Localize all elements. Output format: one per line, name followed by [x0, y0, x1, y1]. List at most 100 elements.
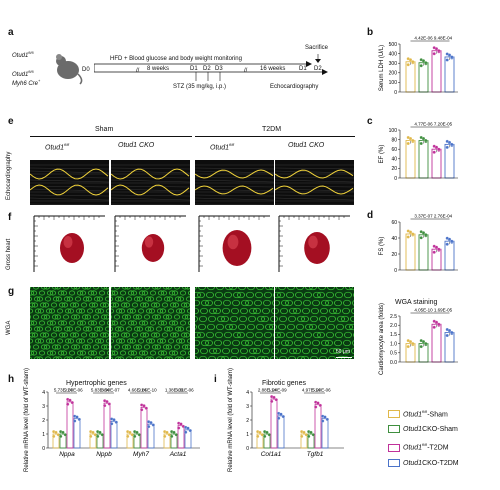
p-value-2: 9.48E-04 — [434, 36, 453, 41]
data-dot — [140, 408, 144, 412]
gene-label-Myh7: Myh7 — [133, 451, 149, 458]
data-dot — [447, 53, 452, 57]
legend-name-1: Otud1 — [403, 411, 423, 419]
data-dot — [151, 423, 155, 427]
data-dot — [274, 398, 278, 402]
p-value-1: 4.42E-06 — [414, 36, 433, 41]
data-dot — [450, 239, 454, 243]
bar-1 — [405, 140, 416, 179]
gross-heart-image-3 — [195, 212, 274, 277]
data-dot — [445, 58, 449, 62]
y-tick-label: 20 — [391, 252, 397, 258]
data-dot — [432, 325, 436, 329]
bar-3 — [431, 323, 442, 363]
y-axis-label: Cardiomyocyte area (folds) — [379, 303, 385, 375]
col-header-2: Otud1 CKO — [118, 142, 155, 149]
chart-h: 0 1 2 3 4 Relative mRNA level (fold of WT-sha… — [24, 368, 200, 472]
echo-image-2 — [111, 160, 190, 205]
data-dot — [137, 433, 141, 437]
h-chart-title: Hypertrophic genes — [66, 380, 127, 387]
data-dot — [165, 430, 169, 434]
data-dot — [424, 233, 428, 237]
data-dot — [100, 433, 104, 437]
data-dot — [437, 147, 441, 151]
scale-bar — [336, 357, 352, 358]
echo-wall-top — [30, 168, 109, 180]
panel-d-label: d — [367, 210, 374, 221]
hfd-label: HFD + Blood glucose and body weight moni… — [110, 56, 242, 62]
p-value-1: 3.37E-07 — [414, 214, 433, 219]
break-mark-2: // — [244, 68, 248, 74]
data-dot — [325, 417, 329, 421]
bar-2 — [418, 234, 429, 271]
bar-Nppb-4 — [110, 420, 118, 449]
y-tick-label: 0.5 — [390, 351, 397, 357]
p-value-Tgfb1-a: 4.97E-14 — [302, 388, 321, 393]
bar-4 — [444, 143, 455, 179]
data-dot — [133, 434, 137, 438]
chart-wga: 0.0 0.5 1.0 1.5 2.0 2.5 Cardiomyocyte area (fo… — [379, 303, 458, 375]
panel-g-label: g — [8, 286, 15, 297]
data-dot — [406, 63, 410, 67]
bar-Col1a1-4 — [277, 415, 285, 449]
data-dot — [177, 426, 181, 430]
gross-heart-svg-4 — [278, 215, 350, 272]
data-dot — [450, 142, 454, 146]
data-dot — [434, 320, 439, 324]
data-dot — [311, 433, 315, 437]
gross-heart-image-1 — [30, 212, 109, 277]
gene-label-Acta1: Acta1 — [169, 451, 187, 458]
gross-heart-svg-1 — [33, 215, 105, 272]
data-dot — [272, 395, 276, 399]
data-dot — [450, 330, 454, 335]
panel-a-label: a — [8, 27, 14, 38]
legend-swatch-2 — [388, 425, 400, 434]
data-dot — [419, 236, 423, 240]
data-dot — [419, 345, 423, 349]
data-dot — [302, 430, 306, 434]
data-dot — [408, 230, 413, 234]
y-axis-label: Relative mRNA level (fold of WT-sham) — [228, 368, 234, 472]
data-dot — [73, 419, 77, 423]
data-dot — [323, 415, 327, 419]
legend-swatch-1 — [388, 410, 400, 419]
gross-heart-svg-3 — [198, 215, 270, 272]
bar-Col1a1-3 — [270, 398, 278, 449]
break-mark-1: // — [136, 68, 140, 74]
data-dot — [445, 242, 449, 246]
wga-image-1 — [30, 287, 109, 359]
echo-wall-bottom — [30, 184, 109, 196]
echo-label: Echocardiography — [270, 84, 319, 90]
p-value-2: 2.76E-04 — [434, 214, 453, 219]
p-value-1: 4.05E-10 — [414, 308, 433, 313]
sacrifice-label: Sacrifice — [305, 45, 329, 51]
data-dot — [149, 421, 153, 425]
y-tick-label: 1 — [42, 432, 45, 438]
data-dot — [411, 342, 415, 346]
y-tick-label: 1.5 — [390, 332, 397, 338]
t2dm-underline — [195, 136, 355, 137]
d1-label: D1 — [190, 66, 198, 72]
echo-wall-bottom — [195, 185, 274, 195]
col-header-4: Otud1 CKO — [288, 142, 325, 149]
wga-image-2 — [111, 287, 190, 359]
y-tick-label: 0 — [394, 90, 397, 96]
y-axis-label: Serum LDH (U/L) — [379, 45, 385, 91]
legend-sup-3: fl/fl — [422, 442, 428, 448]
legend-suffix-2: CKO-Sham — [422, 426, 458, 434]
p-value-Col1a1-a: 2.88E-14 — [258, 388, 277, 393]
bar-Nppa-4 — [73, 418, 81, 449]
panel-b-label: b — [367, 27, 374, 38]
data-dot — [281, 415, 285, 419]
data-dot — [421, 136, 426, 141]
bar-Tgfb1-3 — [314, 404, 322, 449]
bar-Myh7-3 — [140, 406, 148, 449]
data-dot — [103, 404, 107, 408]
data-dot — [314, 405, 318, 409]
data-dot — [419, 64, 423, 68]
data-dot — [135, 430, 139, 434]
chart-d: 0 20 40 60 FS (%) 3.37E-07 2.76E-04 — [379, 214, 458, 274]
y-tick-label: 60 — [391, 147, 397, 153]
col1-sup: fl/fl — [64, 142, 70, 147]
data-dot — [77, 417, 81, 421]
